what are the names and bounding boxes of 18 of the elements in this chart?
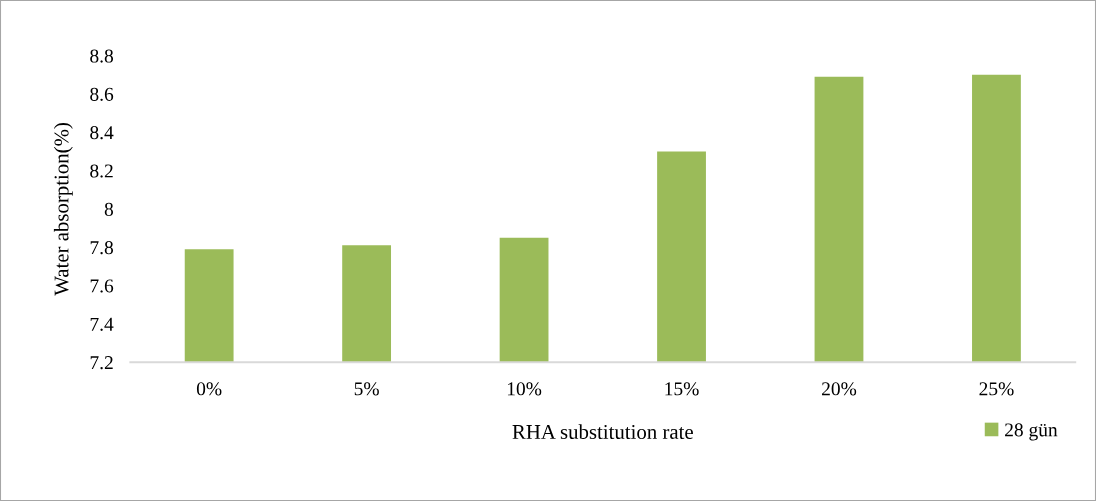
y-tick-label: 7.8 — [90, 241, 114, 255]
y-axis-title: Water absorption(%) — [53, 123, 73, 296]
y-tick-label: 8.8 — [90, 49, 114, 63]
y-tick-label: 8.6 — [90, 87, 114, 101]
x-tick-label: 0% — [196, 382, 222, 396]
x-tick-label: 10% — [507, 382, 542, 396]
y-tick-label: 8.4 — [90, 126, 114, 140]
x-tick-label: 5% — [354, 382, 379, 396]
y-tick-label: 7.4 — [90, 317, 114, 331]
legend-label: 28 gün — [1005, 423, 1058, 441]
x-tick-label: 15% — [665, 382, 699, 396]
y-tick-label: 8 — [104, 202, 114, 216]
x-axis-title: RHA substitution rate — [512, 424, 693, 439]
x-tick-label: 20% — [822, 382, 857, 396]
y-tick-label: 7.6 — [90, 279, 114, 293]
x-tick-label: 25% — [979, 382, 1014, 396]
y-tick-label: 8.2 — [90, 164, 113, 178]
y-tick-label: 7.2 — [90, 356, 113, 370]
